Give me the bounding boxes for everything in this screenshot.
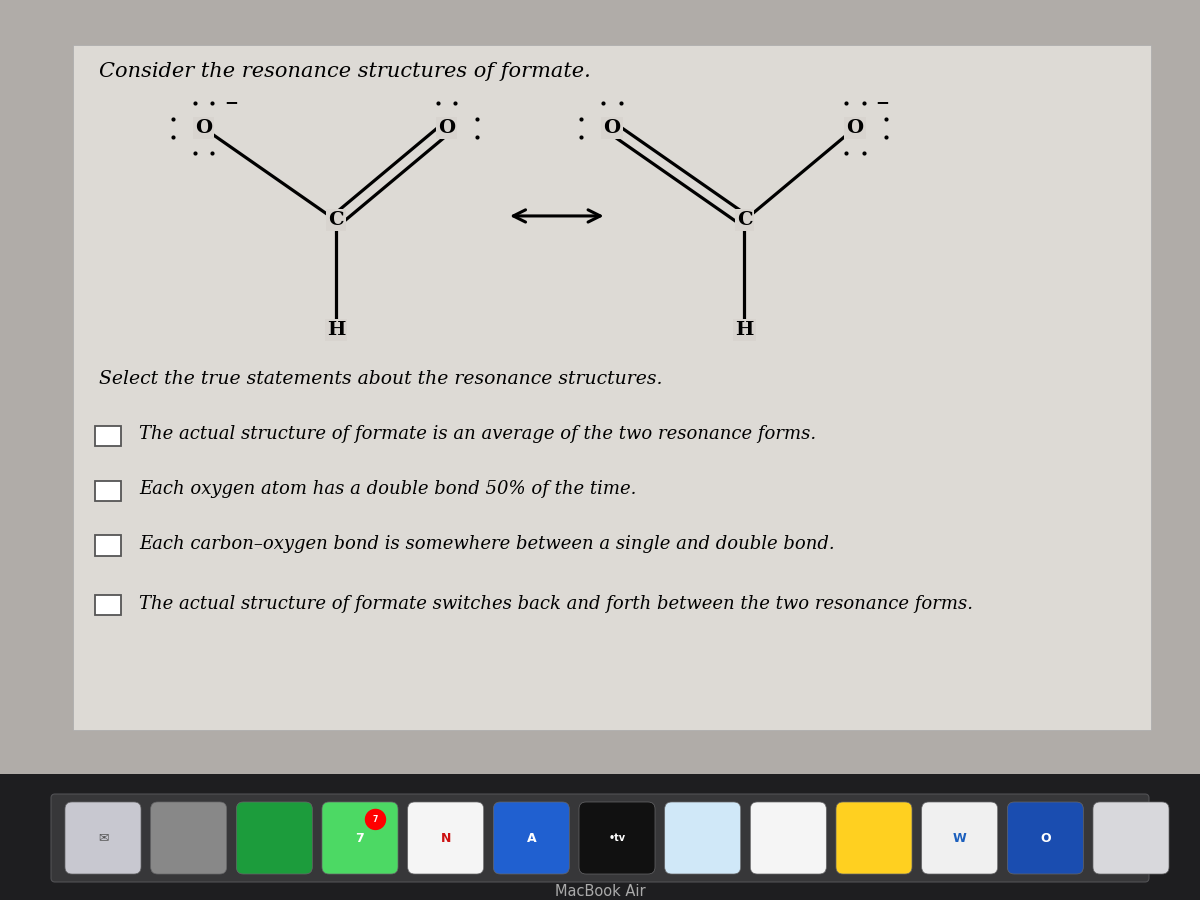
Text: C: C [737, 212, 752, 230]
Text: MacBook Air: MacBook Air [554, 885, 646, 899]
Text: Each carbon–oxygen bond is somewhere between a single and double bond.: Each carbon–oxygen bond is somewhere bet… [139, 535, 835, 553]
Text: The actual structure of formate is an average of the two resonance forms.: The actual structure of formate is an av… [139, 425, 817, 443]
FancyBboxPatch shape [1007, 802, 1084, 874]
FancyBboxPatch shape [580, 802, 655, 874]
Text: Each oxygen atom has a double bond 50% of the time.: Each oxygen atom has a double bond 50% o… [139, 481, 637, 499]
Text: •tv: •tv [608, 833, 625, 843]
FancyBboxPatch shape [73, 45, 1151, 730]
Text: O: O [1040, 832, 1051, 844]
Text: Consider the resonance structures of formate.: Consider the resonance structures of for… [98, 62, 590, 81]
Text: A: A [527, 832, 536, 844]
Text: C: C [328, 212, 344, 230]
Text: H: H [736, 321, 754, 339]
Text: H: H [326, 321, 346, 339]
Text: Select the true statements about the resonance structures.: Select the true statements about the res… [98, 370, 662, 388]
Text: O: O [846, 119, 864, 137]
FancyBboxPatch shape [50, 794, 1150, 882]
Circle shape [366, 809, 385, 830]
Text: N: N [440, 832, 451, 844]
FancyBboxPatch shape [408, 802, 484, 874]
Bar [95, 595, 121, 616]
FancyBboxPatch shape [1093, 802, 1169, 874]
Bar [95, 481, 121, 501]
Text: 7: 7 [373, 814, 378, 824]
Bar [95, 426, 121, 446]
FancyBboxPatch shape [322, 802, 398, 874]
Bar [95, 536, 121, 555]
FancyBboxPatch shape [665, 802, 740, 874]
Text: −: − [224, 93, 238, 111]
Text: ✉: ✉ [97, 832, 108, 844]
FancyBboxPatch shape [151, 802, 227, 874]
FancyBboxPatch shape [922, 802, 997, 874]
Text: W: W [953, 832, 966, 844]
Text: The actual structure of formate switches back and forth between the two resonanc: The actual structure of formate switches… [139, 595, 973, 613]
FancyBboxPatch shape [236, 802, 312, 874]
Text: 7: 7 [355, 832, 365, 844]
FancyBboxPatch shape [493, 802, 569, 874]
Text: O: O [604, 119, 620, 137]
Text: −: − [876, 93, 889, 111]
FancyBboxPatch shape [65, 802, 142, 874]
Text: O: O [194, 119, 212, 137]
Text: O: O [438, 119, 455, 137]
FancyBboxPatch shape [836, 802, 912, 874]
FancyBboxPatch shape [750, 802, 827, 874]
